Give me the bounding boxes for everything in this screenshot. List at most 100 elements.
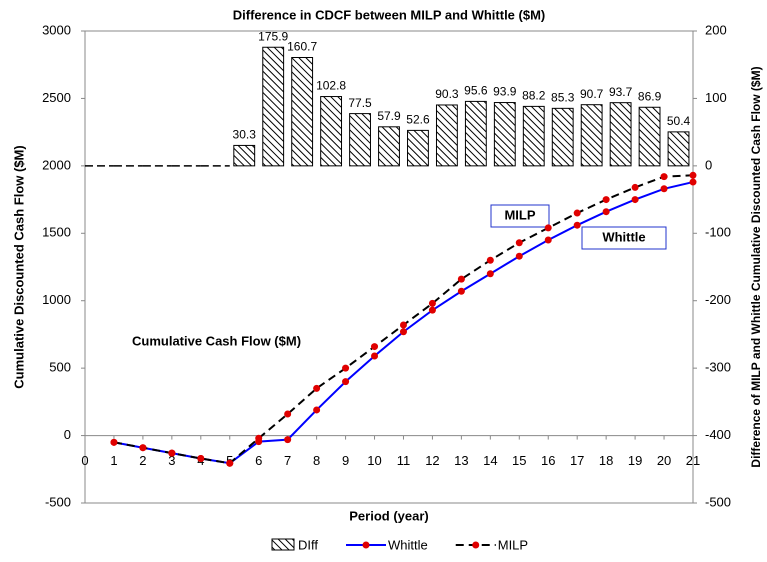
bar: [667, 131, 690, 167]
x-tick-label: 13: [454, 453, 468, 468]
y2-tick-label: -300: [705, 360, 731, 375]
marker: [313, 406, 321, 414]
x-tick-label: 9: [342, 453, 349, 468]
y2-tick-label: -100: [705, 225, 731, 240]
bar: [551, 107, 574, 167]
y-tick-label: 0: [64, 427, 71, 442]
marker: [399, 328, 407, 336]
marker: [573, 209, 581, 217]
y2-tick-label: -400: [705, 427, 731, 442]
y2-tick-label: 100: [705, 90, 727, 105]
data-label: 30.3: [233, 128, 257, 142]
data-label: 93.9: [493, 85, 517, 99]
marker: [573, 221, 581, 229]
marker: [342, 364, 350, 372]
x-tick-label: 11: [397, 453, 411, 468]
y2-tick-label: 0: [705, 157, 712, 172]
line: [113, 174, 694, 465]
x-tick-label: 3: [168, 453, 175, 468]
y2-axis-title: Difference of MILP and Whittle Cumulativ…: [749, 66, 763, 467]
legend-label: DIff: [298, 537, 318, 552]
y-tick-label: 3000: [42, 22, 71, 37]
legend-label: MILP: [498, 537, 528, 552]
marker: [197, 454, 205, 462]
data-label: 160.7: [287, 40, 317, 54]
marker: [255, 434, 263, 442]
x-tick-label: 15: [512, 453, 526, 468]
bar: [407, 129, 429, 167]
bar: [522, 105, 545, 167]
data-label: 86.9: [638, 89, 662, 103]
data-label: 77.5: [348, 96, 372, 110]
marker: [602, 208, 610, 216]
x-tick-label: 12: [425, 453, 439, 468]
data-label: 102.8: [316, 79, 346, 93]
data-label: 93.7: [609, 85, 633, 99]
legend-label: Whittle: [388, 537, 428, 552]
marker: [689, 178, 697, 186]
bar: [435, 104, 458, 167]
annotation: MILP: [504, 207, 535, 222]
marker: [313, 384, 321, 392]
bar: [638, 106, 661, 167]
y-tick-label: 2000: [42, 157, 71, 172]
x-tick-label: 2: [139, 453, 146, 468]
data-label: 90.7: [580, 87, 604, 101]
marker: [457, 275, 465, 283]
data-label: 52.6: [406, 113, 430, 127]
marker: [515, 252, 523, 260]
legend-marker: [362, 541, 370, 549]
bar: [464, 100, 487, 167]
marker: [544, 236, 552, 244]
x-tick-label: 6: [255, 453, 262, 468]
bar: [580, 104, 603, 167]
bar: [320, 96, 343, 167]
x-tick-label: 10: [367, 453, 381, 468]
bar: [609, 102, 632, 167]
marker: [689, 171, 697, 179]
marker: [515, 239, 523, 247]
data-label: 57.9: [377, 109, 401, 123]
x-tick-label: 20: [657, 453, 671, 468]
marker: [486, 270, 494, 278]
legend-swatch: [271, 538, 295, 551]
marker: [371, 343, 379, 351]
plot-frame: [84, 30, 694, 504]
data-label: 90.3: [435, 87, 459, 101]
bar: [378, 126, 400, 167]
marker: [139, 444, 147, 452]
x-tick-label: 18: [599, 453, 613, 468]
marker: [428, 299, 436, 307]
marker: [428, 306, 436, 314]
y-tick-label: 2500: [42, 90, 71, 105]
y-axis-title: Cumulative Discounted Cash Flow ($M): [11, 145, 26, 388]
marker: [226, 459, 234, 467]
marker: [284, 410, 292, 418]
y-tick-label: 500: [49, 360, 71, 375]
marker: [631, 196, 639, 204]
bar: [233, 144, 256, 167]
marker: [168, 449, 176, 457]
x-tick-label: 14: [483, 453, 497, 468]
x-tick-label: 19: [628, 453, 642, 468]
marker: [486, 256, 494, 264]
y2-tick-label: 200: [705, 22, 727, 37]
y2-tick-label: -500: [705, 494, 731, 509]
data-label: 85.3: [551, 91, 575, 105]
bar: [349, 113, 371, 167]
x-tick-label: 8: [313, 453, 320, 468]
legend-marker: [472, 541, 480, 549]
annotation-box: [490, 204, 550, 228]
data-label: 88.2: [522, 89, 546, 103]
marker: [399, 321, 407, 329]
x-axis-title: Period (year): [349, 508, 428, 523]
data-label: 50.4: [667, 114, 691, 128]
marker: [660, 173, 668, 181]
y-tick-label: 1500: [42, 225, 71, 240]
annotation-box: [581, 226, 667, 250]
data-label: 175.9: [258, 29, 288, 43]
marker: [284, 436, 292, 444]
marker: [544, 224, 552, 232]
y2-tick-label: -200: [705, 292, 731, 307]
